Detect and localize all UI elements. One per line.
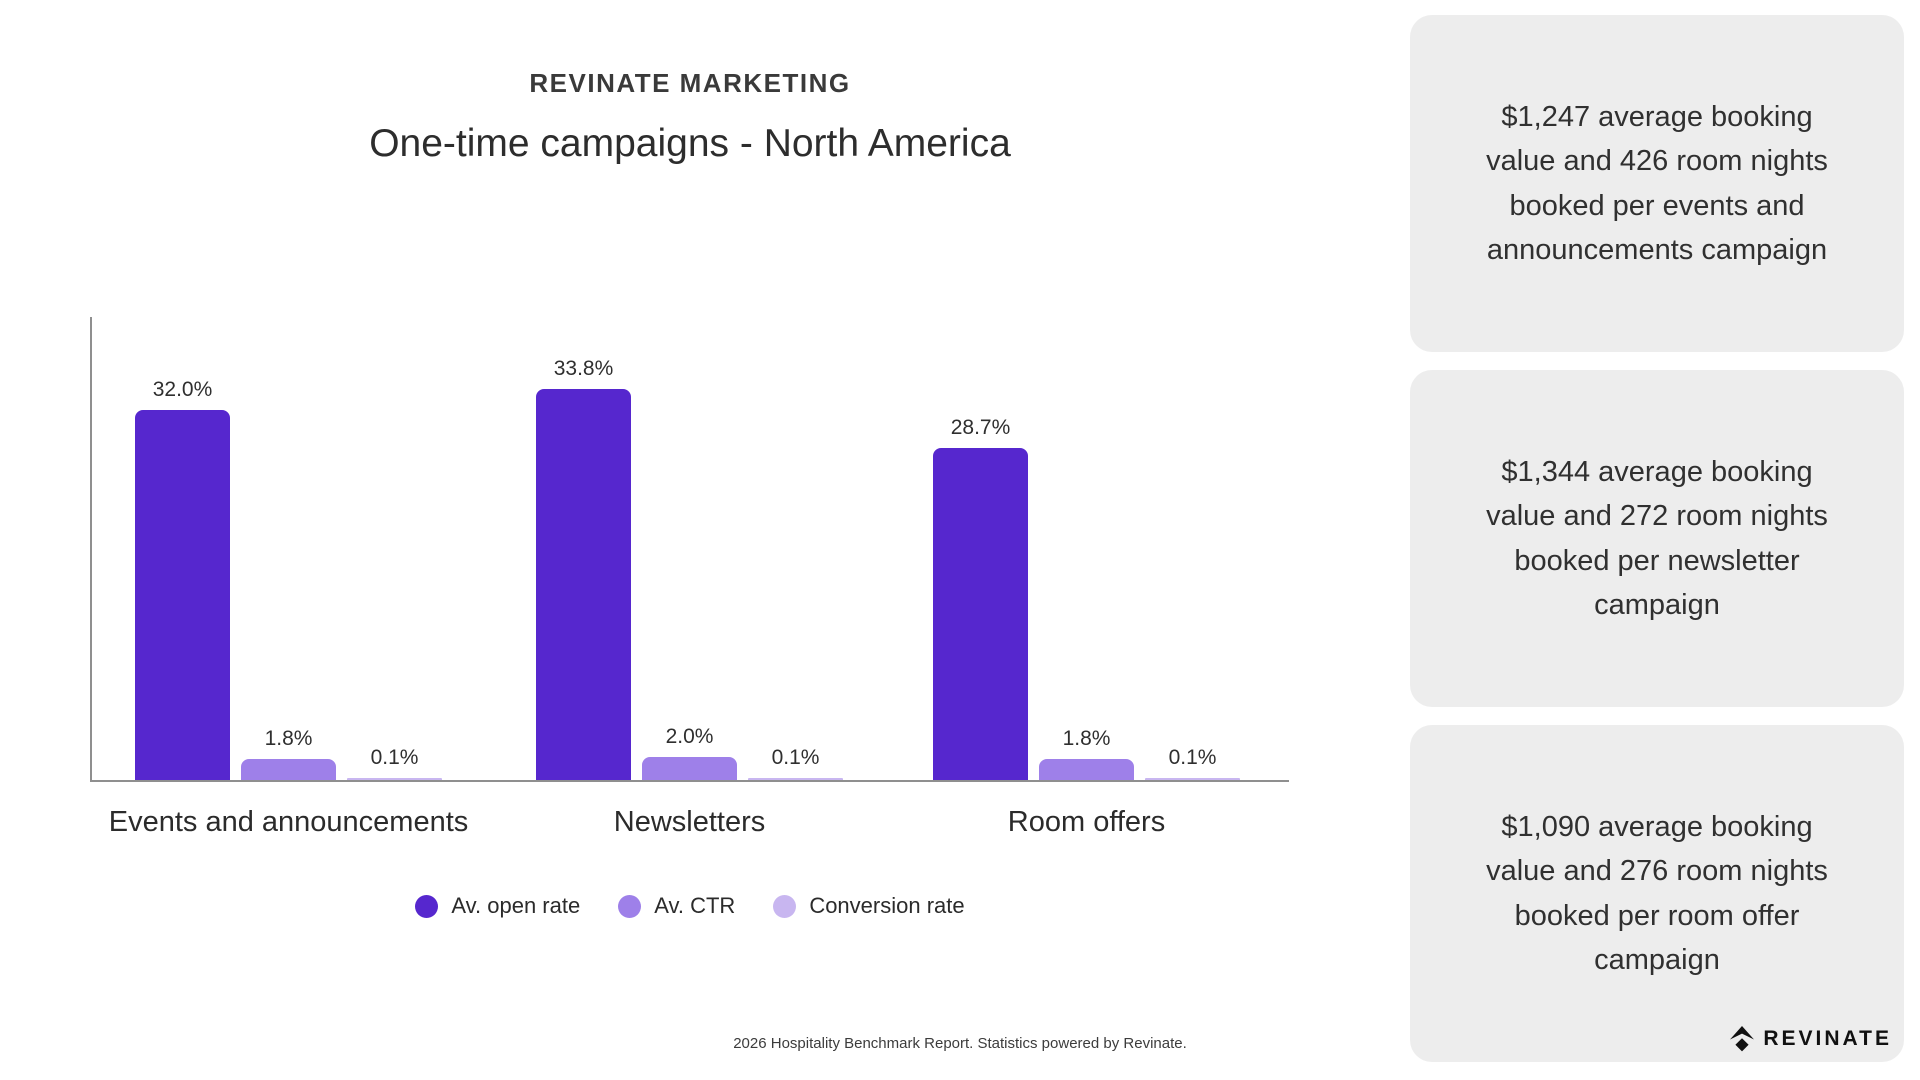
bar-chart-plot: 32.0% 1.8% 0.1% 33.8% 2.0% 0.1% 28.7% 1.8% 0.1% — [90, 317, 1290, 782]
bar-av-open-rate-room-offers — [933, 448, 1028, 780]
footer-note: 2026 Hospitality Benchmark Report. Stati… — [733, 1035, 1187, 1052]
value-label-av-ctr-room-offers: 1.8% — [1062, 727, 1111, 750]
chart-legend: Av. open rate Av. CTR Conversion rate — [90, 893, 1290, 919]
category-label-room-offers: Room offers — [1007, 806, 1166, 838]
stat-card-newsletter: $1,344 average booking value and 272 roo… — [1410, 370, 1904, 707]
bar-conversion-rate-room-offers — [1145, 778, 1240, 780]
stat-card-events: $1,247 average booking value and 426 roo… — [1410, 15, 1904, 352]
bar-av-ctr-newsletters — [642, 757, 737, 780]
y-axis — [90, 317, 92, 782]
revinate-logo: REVINATE — [1730, 1026, 1892, 1052]
brand-kicker: REVINATE MARKETING — [529, 68, 851, 98]
stat-card-text: $1,247 average booking value and 426 roo… — [1486, 101, 1828, 266]
category-label-newsletters: Newsletters — [613, 806, 766, 838]
value-label-conversion-rate-events-and-announcements: 0.1% — [370, 746, 419, 769]
value-label-av-open-rate-events-and-announcements: 32.0% — [152, 378, 213, 401]
legend-dot-conversion-rate — [773, 894, 797, 918]
page-title: One-time campaigns - North America — [369, 122, 1011, 165]
category-label-events-and-announcements: Events and announcements — [108, 806, 469, 838]
legend-label-av-open-rate: Av. open rate — [451, 893, 581, 918]
value-label-av-open-rate-newsletters: 33.8% — [553, 357, 614, 380]
bar-conversion-rate-newsletters — [748, 778, 843, 780]
legend-dot-av-ctr — [618, 894, 642, 918]
legend-item-av-open-rate: Av. open rate — [415, 893, 580, 919]
x-axis — [90, 780, 1289, 782]
legend-label-conversion-rate: Conversion rate — [809, 893, 965, 918]
bar-conversion-rate-events-and-announcements — [347, 778, 442, 780]
legend-item-av-ctr: Av. CTR — [618, 893, 735, 919]
bar-av-open-rate-events-and-announcements — [135, 410, 230, 780]
legend-item-conversion-rate: Conversion rate — [773, 893, 965, 919]
bar-av-ctr-events-and-announcements — [241, 759, 336, 780]
bar-av-open-rate-newsletters — [536, 389, 631, 780]
legend-dot-av-open-rate — [415, 894, 439, 918]
stat-card-text: $1,090 average booking value and 276 roo… — [1486, 811, 1828, 976]
value-label-conversion-rate-room-offers: 0.1% — [1168, 746, 1217, 769]
stat-card-text: $1,344 average booking value and 272 roo… — [1486, 456, 1828, 621]
value-label-conversion-rate-newsletters: 0.1% — [771, 746, 820, 769]
value-label-av-open-rate-room-offers: 28.7% — [950, 416, 1011, 439]
legend-label-av-ctr: Av. CTR — [654, 893, 736, 918]
revinate-logo-text: REVINATE — [1763, 1027, 1892, 1050]
bar-av-ctr-room-offers — [1039, 759, 1134, 780]
value-label-av-ctr-newsletters: 2.0% — [665, 725, 714, 748]
stat-card-room-offer: $1,090 average booking value and 276 roo… — [1410, 725, 1904, 1062]
revinate-logo-icon — [1730, 1026, 1755, 1052]
value-label-av-ctr-events-and-announcements: 1.8% — [264, 727, 313, 750]
